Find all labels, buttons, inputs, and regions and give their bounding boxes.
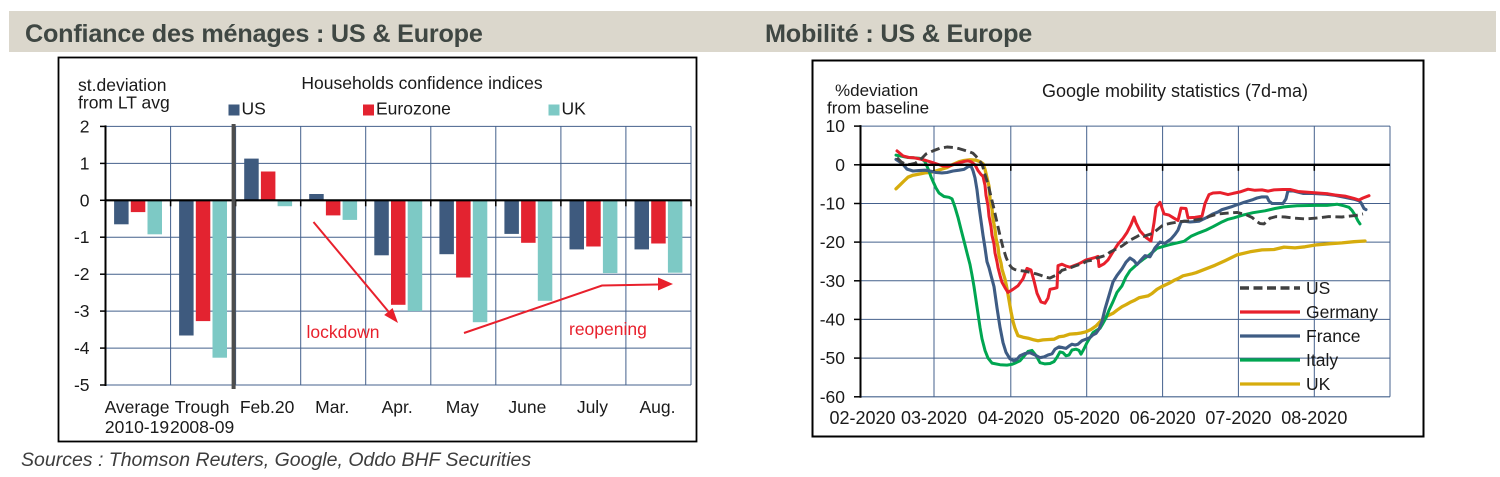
svg-text:Eurozone: Eurozone [376,99,451,119]
svg-text:-10: -10 [820,194,846,214]
svg-text:0: 0 [835,155,845,175]
svg-text:July: July [577,397,608,417]
svg-text:Households confidence indices: Households confidence indices [301,73,543,93]
svg-text:lockdown: lockdown [307,322,380,342]
svg-text:UK: UK [1306,374,1331,394]
svg-text:-3: -3 [74,301,90,321]
svg-text:06-2020: 06-2020 [1130,408,1196,428]
svg-text:US: US [242,99,266,119]
svg-text:-1: -1 [74,227,90,247]
svg-text:from baseline: from baseline [827,99,929,118]
svg-text:Confiance des ménages : US & E: Confiance des ménages : US & Europe [25,20,483,48]
svg-text:-60: -60 [820,387,846,407]
svg-text:st.deviation: st.deviation [78,75,167,95]
svg-text:France: France [1306,326,1360,346]
svg-text:0: 0 [80,190,90,210]
svg-text:05-2020: 05-2020 [1054,408,1120,428]
svg-text:-40: -40 [820,309,846,329]
svg-text:Feb.20: Feb.20 [240,397,295,417]
svg-text:May: May [446,397,479,417]
svg-text:03-2020: 03-2020 [901,408,967,428]
svg-text:2008-09: 2008-09 [170,417,234,437]
svg-text:02-2020: 02-2020 [829,408,895,428]
svg-text:08-2020: 08-2020 [1281,408,1347,428]
svg-text:-20: -20 [820,232,846,252]
svg-text:-2: -2 [74,264,90,284]
svg-text:UK: UK [562,99,587,119]
svg-text:Mobilité : US & Europe: Mobilité : US & Europe [765,20,1032,48]
svg-text:-4: -4 [74,338,90,358]
svg-text:reopening: reopening [569,319,647,339]
svg-text:-30: -30 [820,271,846,291]
svg-text:-50: -50 [820,348,846,368]
svg-text:Average: Average [105,397,170,417]
svg-text:07-2020: 07-2020 [1205,408,1271,428]
svg-text:Google mobility statistics (7d: Google mobility statistics (7d-ma) [1042,81,1308,101]
svg-text:10: 10 [826,116,846,136]
svg-text:Trough: Trough [175,397,230,417]
svg-text:2: 2 [80,116,90,136]
svg-text:1: 1 [80,153,90,173]
svg-text:-5: -5 [74,375,90,395]
svg-text:Germany: Germany [1306,302,1378,322]
svg-text:Apr.: Apr. [382,397,413,417]
svg-text:Mar.: Mar. [315,397,349,417]
svg-text:Aug.: Aug. [640,397,676,417]
svg-text:US: US [1306,278,1330,298]
svg-text:Italy: Italy [1306,350,1338,370]
svg-text:%deviation: %deviation [835,81,918,100]
svg-text:June: June [508,397,546,417]
svg-text:Sources : Thomson Reuters, Goo: Sources : Thomson Reuters, Google, Oddo … [21,449,531,471]
svg-text:04-2020: 04-2020 [978,408,1044,428]
svg-text:2010-19: 2010-19 [105,417,169,437]
svg-text:from LT avg: from LT avg [78,93,170,113]
